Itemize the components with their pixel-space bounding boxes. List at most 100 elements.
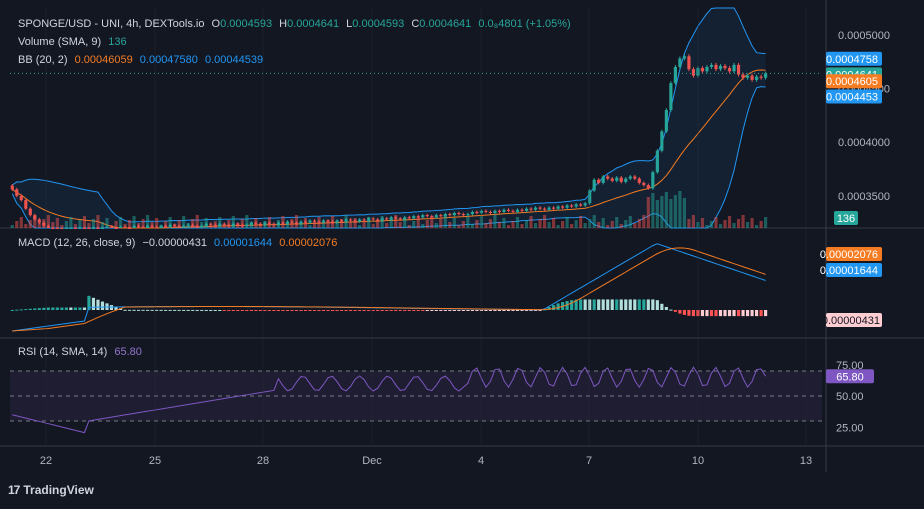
macd-histogram-bar [479,310,483,311]
macd-histogram-bar [249,310,253,311]
candle-body [312,220,317,222]
candle-body [105,226,109,228]
candle-body [727,68,732,72]
macd-histogram-bar [633,299,637,310]
volume-bar [497,222,502,228]
macd-histogram-bar [764,310,768,317]
macd-histogram-bar [353,310,357,311]
macd-histogram-bar [452,310,456,311]
candle-body [276,222,280,225]
volume-bar [349,222,353,228]
volume-bar [209,225,213,228]
tradingview-brand[interactable]: 17 TradingView [8,483,94,497]
macd-histogram-bar [430,310,434,311]
macd-histogram-bar [466,310,470,311]
macd-histogram-bar [177,309,181,311]
volume-bar [637,219,641,228]
rsi-value: 65.80 [114,346,142,358]
candle-body [159,225,163,228]
candle-body [588,190,592,204]
candle-body [718,65,723,70]
candle-body [173,224,177,226]
candle-body [362,219,366,221]
macd-histogram-bar [687,310,691,316]
candle-body [69,228,73,229]
macd-histogram-bar [141,309,145,311]
macd-histogram-bar [696,310,700,317]
candle-body [412,216,416,219]
volume-bar [592,215,596,228]
candle-body [660,131,664,151]
macd-histogram-bar [312,310,317,311]
candle-body [606,176,610,179]
candle-body [732,64,736,72]
candle-body [146,225,150,228]
volume-bar [452,218,456,228]
bb-upper-line [11,7,766,223]
candle-body [267,222,271,224]
macd-histogram-bar [502,310,506,311]
volume-bar [552,218,556,228]
macd-histogram-bar [606,299,610,310]
bb-legend[interactable]: BB (20, 2) 0.00046059 0.00047580 0.00044… [18,54,267,66]
candle-body [475,211,479,213]
rsi-legend[interactable]: RSI (14, SMA, 14) 65.80 [18,346,146,358]
candle-body [376,219,380,221]
volume-bar [245,215,249,228]
volume-bar [624,220,628,228]
volume-bar [132,216,136,228]
volume-legend[interactable]: Volume (SMA, 9) 136 [18,36,131,48]
macd-histogram-bar [15,309,19,311]
volume-bar [687,219,691,228]
volume-bar [732,223,736,228]
candle-body [570,205,574,207]
candle-body [249,222,253,225]
macd-histogram-bar [191,309,195,311]
volume-bar [457,225,461,228]
macd-histogram-bar [588,299,592,310]
volume-bar [642,215,646,228]
macd-histogram-bar [294,310,299,311]
macd-histogram-bar [574,299,578,310]
candle-body [416,216,420,218]
volume-bar [561,221,565,228]
badge-macd-hist: −0.00000431 [815,315,880,327]
macd-legend[interactable]: MACD (12, 26, close, 9) −0.00000431 0.00… [18,237,341,249]
volume-bar [78,220,82,228]
candle-body [610,178,614,181]
rsi-line [12,366,767,434]
macd-histogram-bar [619,299,623,310]
candle-body [24,200,28,209]
candle-body [394,217,398,219]
volume-bar [588,219,592,228]
candle-body [339,220,344,222]
candle-body [100,228,105,229]
candle-body [281,222,285,224]
candle-body [583,203,587,206]
volume-bar [655,200,659,228]
macd-histogram-bar [42,307,46,310]
macd-histogram-bar [727,310,732,317]
volume-bar [660,196,664,228]
volume-bar [461,221,465,228]
macd-histogram-bar [28,308,32,310]
volume-bar [506,225,511,228]
candle-body [515,209,520,212]
macd-histogram-bar [339,310,344,311]
candle-body [633,176,637,179]
volume-bar [538,219,542,228]
macd-histogram-bar [123,309,127,311]
volume-bar [520,224,524,228]
volume-bar [434,223,438,228]
candle-body [285,221,290,224]
badge-bb-upper-bg [826,51,882,66]
macd-histogram-bar [136,309,141,311]
volume-bar [709,221,714,228]
macd-label: MACD (12, 26, close, 9) [18,237,136,249]
volume-bar [755,225,759,228]
candle-body [700,68,705,72]
volume-bar [100,222,105,228]
macd-histogram-bar [457,310,461,311]
candle-body [51,228,55,229]
